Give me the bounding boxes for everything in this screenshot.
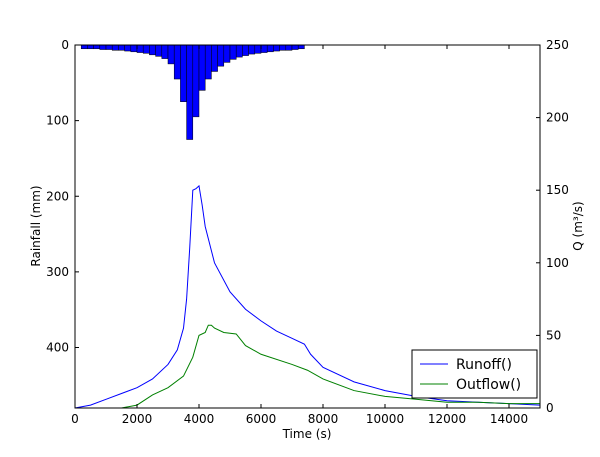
rainfall-bar (186, 44, 194, 140)
rainfall-bar (130, 44, 138, 53)
rainfall-bar (260, 44, 268, 53)
rainfall-bar (291, 44, 299, 50)
x-tick-label: 14000 (490, 412, 528, 426)
x-tick-label: 8000 (308, 412, 339, 426)
rainfall-bar (136, 44, 144, 53)
rainfall-bar (198, 44, 206, 91)
series-line (74, 184, 541, 409)
x-tick-label: 10000 (366, 412, 404, 426)
rainfall-bar (235, 44, 243, 58)
rainfall-bar (167, 44, 175, 65)
rainfall-bar (192, 44, 200, 118)
rainfall-bar (285, 44, 293, 51)
rainfall-bar (118, 44, 125, 51)
y-tick-label: 400 (46, 341, 69, 355)
x-axis-label: Time (s) (282, 427, 332, 441)
x-tick-label: 6000 (246, 412, 277, 426)
rainfall-bar (273, 44, 280, 52)
rainfall-bar (254, 44, 262, 54)
rainfall-bar (80, 44, 88, 50)
legend-label: Runoff() (456, 357, 512, 373)
series-line (75, 324, 540, 409)
legend: Runoff() Outflow() (411, 349, 538, 399)
rainfall-bar (229, 44, 237, 60)
y2-tick-label: 250 (546, 38, 569, 52)
x-tick-label: 0 (71, 412, 79, 426)
rainfall-bar (279, 44, 287, 51)
rainfall-bar (211, 44, 218, 72)
rainfall-bar (111, 44, 119, 51)
x-tick-label: 12000 (428, 412, 466, 426)
y-tick-label: 300 (46, 265, 69, 279)
rainfall-bar (99, 44, 107, 50)
y-tick-label: 100 (46, 114, 69, 128)
rainfall-bar (155, 44, 163, 57)
y2-tick-label: 100 (546, 256, 569, 270)
y2-axis-label: Q (m³/s) (571, 201, 585, 250)
plot-frame (74, 44, 541, 409)
rainfall-bar (266, 44, 274, 53)
rainfall-bar (124, 44, 132, 52)
rainfall-bar (105, 44, 113, 50)
rainfall-bar (180, 44, 187, 102)
y2-tick-label: 50 (546, 328, 561, 342)
y-axis-label: Rainfall (mm) (29, 185, 43, 266)
rainfall-bar (142, 44, 150, 54)
rainfall-bar (173, 44, 181, 80)
y-tick-label: 200 (46, 189, 69, 203)
rainfall-bar (161, 44, 169, 59)
rainfall-bar (204, 44, 212, 80)
rainfall-bar (242, 44, 249, 56)
rainfall-bar (87, 44, 94, 50)
rainfall-bar (217, 44, 225, 67)
x-tick-label: 4000 (184, 412, 215, 426)
rainfall-bar (297, 44, 305, 50)
rainfall-bar (149, 44, 156, 56)
x-tick-label: 2000 (122, 412, 153, 426)
rainfall-bar (248, 44, 256, 55)
rainfall-bar (223, 44, 231, 63)
y2-tick-label: 0 (546, 401, 554, 415)
y2-tick-label: 200 (546, 111, 569, 125)
y2-tick-label: 150 (546, 183, 569, 197)
rainfall-bar (93, 44, 101, 50)
legend-label: Outflow() (456, 377, 521, 393)
y-tick-label: 0 (61, 38, 69, 52)
legend-box (411, 349, 538, 399)
